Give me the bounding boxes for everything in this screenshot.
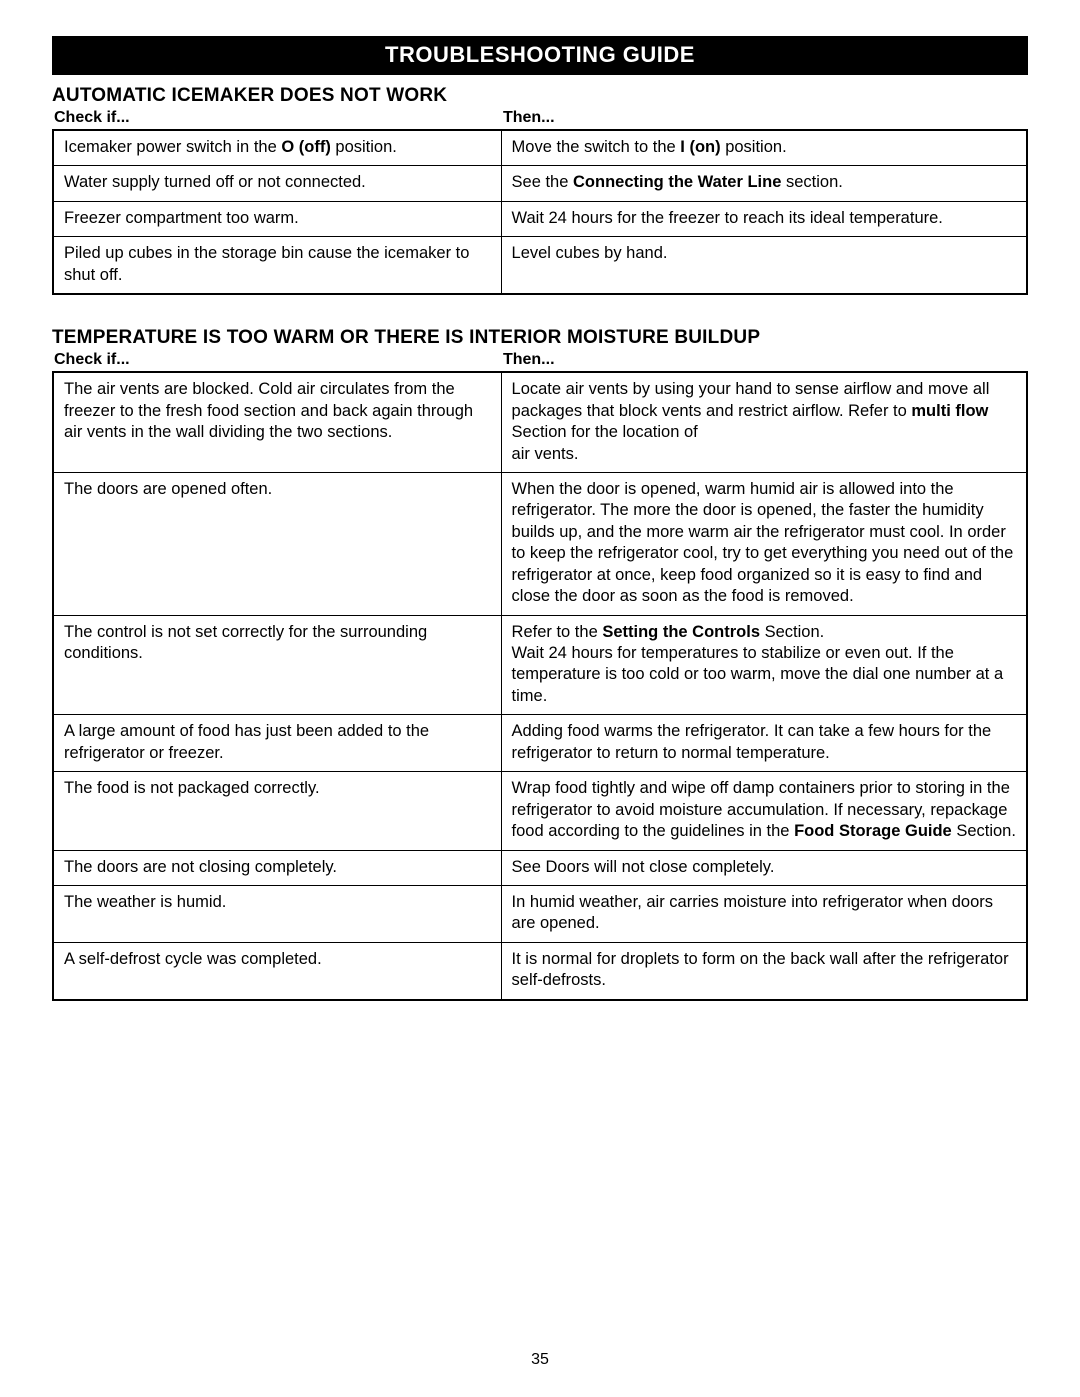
table-row: A self-defrost cycle was completed.It is… (53, 942, 1027, 999)
table-row: The control is not set correctly for the… (53, 615, 1027, 715)
check-cell: Icemaker power switch in the O (off) pos… (53, 130, 501, 166)
check-cell: A self-defrost cycle was completed. (53, 942, 501, 999)
column-header-check: Check if... (52, 351, 501, 369)
then-cell: Adding food warms the refrigerator. It c… (501, 715, 1027, 772)
table-row: A large amount of food has just been add… (53, 715, 1027, 772)
check-cell: Water supply turned off or not connected… (53, 166, 501, 201)
then-cell: Wrap food tightly and wipe off damp cont… (501, 772, 1027, 850)
then-cell: When the door is opened, warm humid air … (501, 472, 1027, 615)
then-cell: See the Connecting the Water Line sectio… (501, 166, 1027, 201)
table-row: The weather is humid.In humid weather, a… (53, 885, 1027, 942)
section-heading: TEMPERATURE IS TOO WARM OR THERE IS INTE… (52, 327, 1028, 349)
check-cell: The air vents are blocked. Cold air circ… (53, 372, 501, 472)
table-row: The doors are not closing completely.See… (53, 850, 1027, 885)
check-cell: A large amount of food has just been add… (53, 715, 501, 772)
then-cell: Wait 24 hours for the freezer to reach i… (501, 201, 1027, 236)
check-cell: Piled up cubes in the storage bin cause … (53, 237, 501, 294)
then-cell: In humid weather, air carries moisture i… (501, 885, 1027, 942)
table-row: The air vents are blocked. Cold air circ… (53, 372, 1027, 472)
check-cell: The food is not packaged correctly. (53, 772, 501, 850)
page-banner: TROUBLESHOOTING GUIDE (52, 36, 1028, 75)
column-header-check: Check if... (52, 109, 501, 127)
page-number: 35 (0, 1351, 1080, 1369)
table-row: Water supply turned off or not connected… (53, 166, 1027, 201)
page-content: TROUBLESHOOTING GUIDE AUTOMATIC ICEMAKER… (0, 0, 1080, 1001)
then-cell: Move the switch to the I (on) position. (501, 130, 1027, 166)
then-cell: Level cubes by hand. (501, 237, 1027, 294)
table-row: The food is not packaged correctly.Wrap … (53, 772, 1027, 850)
table-row: The doors are opened often.When the door… (53, 472, 1027, 615)
table-row: Freezer compartment too warm.Wait 24 hou… (53, 201, 1027, 236)
then-cell: It is normal for droplets to form on the… (501, 942, 1027, 999)
table-row: Icemaker power switch in the O (off) pos… (53, 130, 1027, 166)
then-cell: See Doors will not close completely. (501, 850, 1027, 885)
check-cell: The control is not set correctly for the… (53, 615, 501, 715)
column-headers: Check if...Then... (52, 351, 1028, 369)
then-cell: Refer to the Setting the Controls Sectio… (501, 615, 1027, 715)
column-header-then: Then... (501, 351, 1028, 369)
check-cell: Freezer compartment too warm. (53, 201, 501, 236)
troubleshooting-table: The air vents are blocked. Cold air circ… (52, 371, 1028, 1001)
table-row: Piled up cubes in the storage bin cause … (53, 237, 1027, 294)
troubleshooting-table: Icemaker power switch in the O (off) pos… (52, 129, 1028, 295)
section-heading: AUTOMATIC ICEMAKER DOES NOT WORK (52, 85, 1028, 107)
check-cell: The doors are not closing completely. (53, 850, 501, 885)
then-cell: Locate air vents by using your hand to s… (501, 372, 1027, 472)
column-header-then: Then... (501, 109, 1028, 127)
column-headers: Check if...Then... (52, 109, 1028, 127)
check-cell: The doors are opened often. (53, 472, 501, 615)
check-cell: The weather is humid. (53, 885, 501, 942)
